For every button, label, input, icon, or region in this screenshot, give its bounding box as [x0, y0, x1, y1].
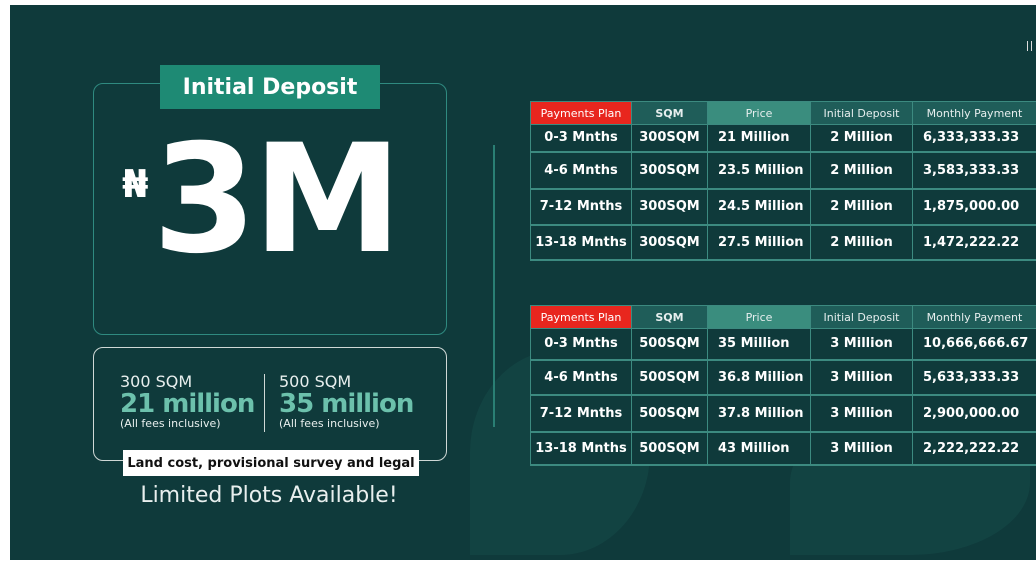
table-header: Payments Plan SQM Price Initial Deposit Mont…: [530, 101, 1036, 125]
tagline: Limited Plots Available!: [140, 483, 398, 508]
plot-price: 21 million: [120, 389, 255, 419]
table-cell: 2 Million: [810, 224, 913, 261]
column-header: Price: [707, 305, 811, 329]
fees-note: (All fees inclusive): [120, 417, 221, 430]
table-cell: 300SQM: [631, 224, 708, 261]
table-row: 0-3 Mnths 300SQM 21 Million 2 Million 6,333,…: [530, 124, 1036, 153]
table-cell: 13-18 Mnths: [530, 224, 632, 261]
column-header: Payments Plan: [530, 305, 632, 329]
plot-price: 35 million: [279, 389, 414, 419]
table-cell: 36.8 Million: [707, 359, 811, 396]
table-cell: 500SQM: [631, 359, 708, 396]
table-cell: 2 Million: [810, 188, 913, 226]
table-cell: 2,222,222.22: [912, 431, 1036, 466]
divider: [493, 145, 495, 427]
pause-icon: [1027, 41, 1032, 51]
column-header: Monthly Payment: [912, 101, 1036, 125]
table-cell: 6,333,333.33: [912, 124, 1036, 153]
table-cell: 21 Million: [707, 124, 811, 153]
table-cell: 500SQM: [631, 328, 708, 361]
table-cell: 2 Million: [810, 151, 913, 190]
price-300sqm: 300 SQM 21 million (All fees inclusive): [120, 372, 255, 430]
table-cell: 0-3 Mnths: [530, 124, 632, 153]
table-row: 4-6 Mnths 500SQM 36.8 Million 3 Million 5,63…: [530, 359, 1036, 396]
column-header: Monthly Payment: [912, 305, 1036, 329]
deposit-label: Initial Deposit: [160, 65, 380, 109]
table-cell: 3 Million: [810, 431, 913, 466]
column-header: Initial Deposit: [810, 101, 913, 125]
table-cell: 7-12 Mnths: [530, 394, 632, 433]
table-row: 7-12 Mnths 500SQM 37.8 Million 3 Million 2,9…: [530, 394, 1036, 433]
table-cell: 3 Million: [810, 359, 913, 396]
table-cell: 35 Million: [707, 328, 811, 361]
table-cell: 3 Million: [810, 394, 913, 433]
plot-size: 500 SQM: [279, 372, 352, 391]
table-row: 7-12 Mnths 300SQM 24.5 Million 2 Million 1,8…: [530, 188, 1036, 226]
column-header: Payments Plan: [530, 101, 632, 125]
table-row: 13-18 Mnths 300SQM 27.5 Million 2 Million 1,…: [530, 224, 1036, 261]
table-cell: 500SQM: [631, 431, 708, 466]
table-cell: 4-6 Mnths: [530, 359, 632, 396]
price-500sqm: 500 SQM 35 million (All fees inclusive): [279, 372, 414, 430]
table-cell: 0-3 Mnths: [530, 328, 632, 361]
flyer: Initial Deposit ₦3M 300 SQM 21 million (…: [10, 5, 1036, 560]
table-cell: 24.5 Million: [707, 188, 811, 226]
table-cell: 4-6 Mnths: [530, 151, 632, 190]
table-cell: 2,900,000.00: [912, 394, 1036, 433]
column-header: Price: [707, 101, 811, 125]
table-cell: 43 Million: [707, 431, 811, 466]
table-cell: 300SQM: [631, 124, 708, 153]
payment-table-500sqm: Payments Plan SQM Price Initial Deposit Mont…: [530, 305, 1036, 466]
price-summary: 300 SQM 21 million (All fees inclusive) …: [93, 347, 447, 461]
table-cell: 5,633,333.33: [912, 359, 1036, 396]
table-cell: 3,583,333.33: [912, 151, 1036, 190]
table-cell: 300SQM: [631, 151, 708, 190]
payment-table-300sqm: Payments Plan SQM Price Initial Deposit Mont…: [530, 101, 1036, 261]
naira-symbol: ₦: [122, 162, 149, 206]
table-cell: 2 Million: [810, 124, 913, 153]
deposit-amount: ₦3M: [122, 125, 402, 275]
fees-note: (All fees inclusive): [279, 417, 380, 430]
deposit-value: 3M: [152, 113, 402, 287]
table-cell: 3 Million: [810, 328, 913, 361]
table-cell: 23.5 Million: [707, 151, 811, 190]
table-row: 4-6 Mnths 300SQM 23.5 Million 2 Million 3,58…: [530, 151, 1036, 190]
table-row: 0-3 Mnths 500SQM 35 Million 3 Million 10,666…: [530, 328, 1036, 361]
table-cell: 500SQM: [631, 394, 708, 433]
column-header: SQM: [631, 305, 708, 329]
table-cell: 10,666,666.67: [912, 328, 1036, 361]
table-cell: 1,472,222.22: [912, 224, 1036, 261]
table-cell: 27.5 Million: [707, 224, 811, 261]
table-cell: 7-12 Mnths: [530, 188, 632, 226]
table-cell: 13-18 Mnths: [530, 431, 632, 466]
column-header: SQM: [631, 101, 708, 125]
table-cell: 37.8 Million: [707, 394, 811, 433]
table-row: 13-18 Mnths 500SQM 43 Million 3 Million 2,22…: [530, 431, 1036, 466]
plot-size: 300 SQM: [120, 372, 193, 391]
table-cell: 300SQM: [631, 188, 708, 226]
column-header: Initial Deposit: [810, 305, 913, 329]
table-header: Payments Plan SQM Price Initial Deposit Mont…: [530, 305, 1036, 329]
table-cell: 1,875,000.00: [912, 188, 1036, 226]
divider: [264, 374, 265, 432]
includes-banner: Land cost, provisional survey and legal: [123, 450, 419, 476]
